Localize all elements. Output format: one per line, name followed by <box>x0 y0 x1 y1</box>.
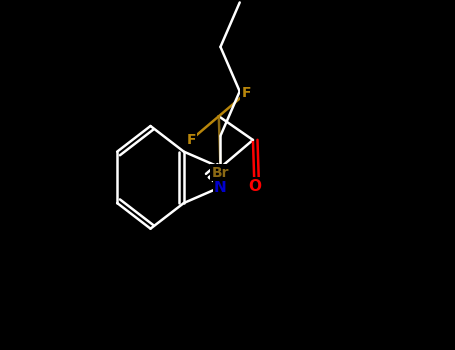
Text: O: O <box>248 178 261 194</box>
Text: F: F <box>187 133 196 147</box>
Text: Br: Br <box>212 166 229 180</box>
Text: F: F <box>242 86 251 100</box>
Text: N: N <box>214 180 227 195</box>
